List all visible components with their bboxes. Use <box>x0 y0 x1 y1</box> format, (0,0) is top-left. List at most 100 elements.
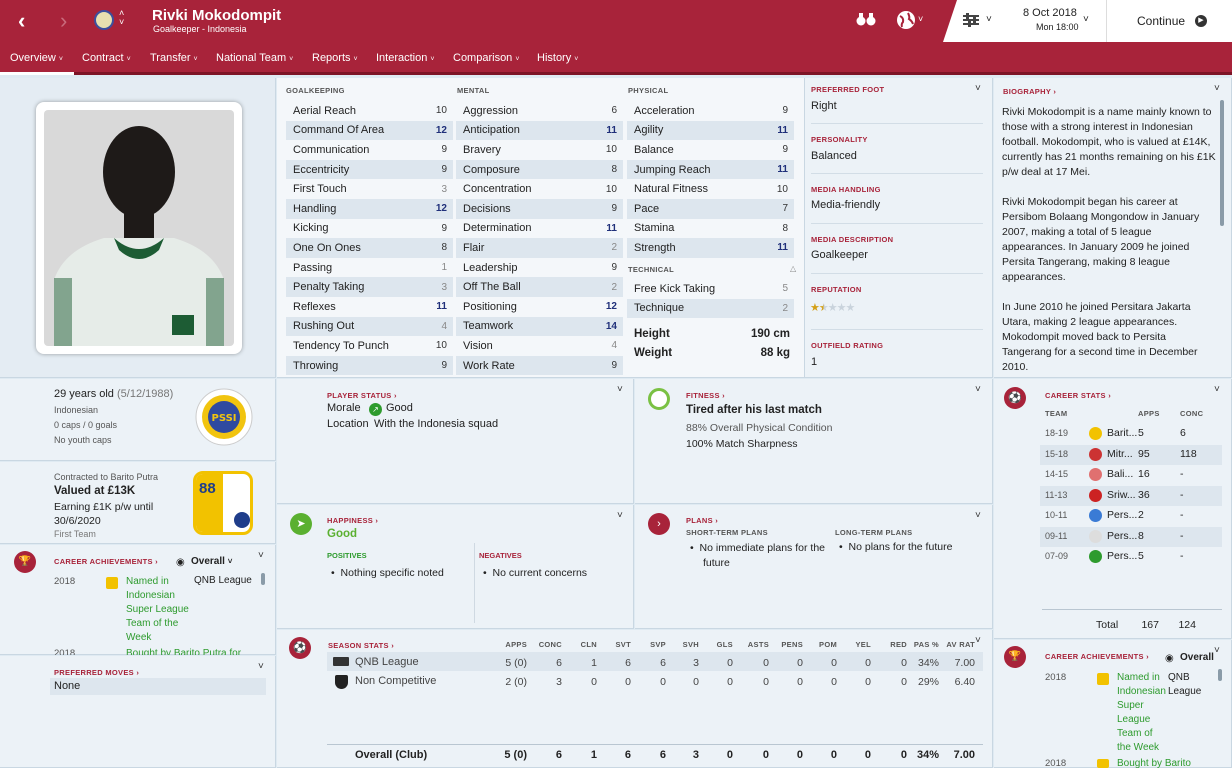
career-team[interactable]: Pers... <box>1107 509 1138 521</box>
attribute-row[interactable]: Rushing Out 4 <box>286 316 453 337</box>
contracted-club[interactable]: Contracted to Barito Putra <box>54 472 159 482</box>
attribute-row[interactable]: Stamina 8 <box>627 219 794 239</box>
attribute-row[interactable]: Pace 7 <box>627 199 794 219</box>
attribute-row[interactable]: Vision 4 <box>456 336 623 356</box>
career-team[interactable]: Mitr... <box>1107 447 1133 460</box>
competition-name[interactable]: QNB League <box>355 656 419 668</box>
career-achievements-heading[interactable]: CAREER ACHIEVEMENTS › <box>1045 652 1149 661</box>
attribute-row[interactable]: Positioning 12 <box>456 297 623 317</box>
attribute-row[interactable]: Reflexes 11 <box>286 297 453 317</box>
chevron-down-icon[interactable]: ˅ <box>617 384 623 395</box>
career-team[interactable]: Bali... <box>1107 468 1134 480</box>
attribute-row[interactable]: Kicking 9 <box>286 219 453 239</box>
attribute-row[interactable]: Free Kick Taking 5 <box>627 279 794 299</box>
plans-heading[interactable]: PLANS › <box>686 516 719 525</box>
fitness-heading[interactable]: FITNESS › <box>686 391 725 400</box>
tab-comparison[interactable]: Comparison ˅ <box>453 52 520 64</box>
tab-interaction[interactable]: Interaction ˅ <box>376 52 435 64</box>
filter-dropdown[interactable]: Overall ˅ <box>191 556 233 567</box>
happiness-heading[interactable]: HAPPINESS › <box>327 516 379 525</box>
chevron-down-icon[interactable]: ˅ <box>975 384 981 395</box>
competition-name[interactable]: Non Competitive <box>355 675 437 687</box>
filter-dropdown[interactable]: Overall <box>1180 652 1214 663</box>
globe-icon[interactable] <box>896 10 916 33</box>
chevron-down-icon[interactable]: ˅ <box>1214 645 1220 656</box>
attribute-row[interactable]: Acceleration 9 <box>627 101 794 121</box>
biography-heading[interactable]: BIOGRAPHY › <box>1003 87 1057 96</box>
preferred-moves-heading[interactable]: PREFERRED MOVES › <box>54 668 140 677</box>
chevron-down-icon[interactable]: ˅ <box>918 14 924 24</box>
attribute-row[interactable]: Tendency To Punch 10 <box>286 336 453 356</box>
chevron-down-icon[interactable]: ˅ <box>986 14 992 25</box>
chevron-down-icon[interactable]: ˅ <box>258 661 264 672</box>
attribute-row[interactable]: Jumping Reach 11 <box>627 159 794 180</box>
stat-column-header[interactable]: CLN <box>580 640 597 649</box>
club-badge-icon[interactable]: 88 <box>193 471 253 535</box>
attribute-row[interactable]: Balance 9 <box>627 140 794 160</box>
stat-column-header[interactable]: SVT <box>615 640 631 649</box>
stat-column-header[interactable]: PAS % <box>913 640 939 649</box>
attribute-row[interactable]: Flair 2 <box>456 238 623 258</box>
stat-column-header[interactable]: PENS <box>781 640 803 649</box>
stat-column-header[interactable]: RED <box>890 640 907 649</box>
settings-sliders-icon[interactable] <box>963 13 979 30</box>
tab-overview[interactable]: Overview ˅ <box>10 52 63 64</box>
chevron-down-icon[interactable]: ˅ <box>258 550 264 561</box>
chevron-down-icon[interactable]: ˅ <box>975 510 981 521</box>
scrollbar[interactable] <box>1220 100 1224 226</box>
tab-reports[interactable]: Reports ˅ <box>312 52 358 64</box>
stat-column-header[interactable]: APPS <box>505 640 527 649</box>
attribute-row[interactable]: Decisions 9 <box>456 199 623 219</box>
tab-transfer[interactable]: Transfer ˅ <box>150 52 198 64</box>
attribute-row[interactable]: First Touch 3 <box>286 179 453 199</box>
career-row[interactable] <box>1040 526 1222 547</box>
stat-column-header[interactable]: ASTS <box>747 640 769 649</box>
attribute-row[interactable]: Communication 9 <box>286 140 453 160</box>
game-date[interactable]: 8 Oct 2018 <box>1023 7 1077 19</box>
career-stats-heading[interactable]: CAREER STATS › <box>1045 391 1112 400</box>
stat-column-header[interactable]: YEL <box>855 640 871 649</box>
tab-contract[interactable]: Contract ˅ <box>82 52 131 64</box>
scrollbar[interactable] <box>261 573 265 585</box>
attribute-row[interactable]: Technique 2 <box>627 298 794 319</box>
attribute-row[interactable]: Determination 11 <box>456 219 623 239</box>
attribute-row[interactable]: Passing 1 <box>286 258 453 278</box>
career-team[interactable]: Pers... <box>1107 550 1138 562</box>
attribute-row[interactable]: Bravery 10 <box>456 140 623 160</box>
attribute-row[interactable]: Eccentricity 9 <box>286 159 453 180</box>
tab-national-team[interactable]: National Team ˅ <box>216 52 294 64</box>
achievement-text[interactable]: Bought by Barito Putra for <box>126 648 242 655</box>
nation-badge-icon[interactable] <box>94 10 114 30</box>
chevron-down-icon[interactable]: ˅ <box>617 510 623 521</box>
player-status-heading[interactable]: PLAYER STATUS › <box>327 391 397 400</box>
attribute-row[interactable]: Natural Fitness 10 <box>627 179 794 199</box>
pssi-badge-icon[interactable]: PSSI <box>193 387 255 454</box>
attribute-row[interactable]: Throwing 9 <box>286 355 453 376</box>
achievement-text[interactable]: Bought by Barito <box>1117 758 1191 768</box>
attribute-row[interactable]: Strength 11 <box>627 238 794 258</box>
career-row[interactable] <box>1040 444 1222 465</box>
chevron-down-icon[interactable]: ˅ <box>1214 384 1220 395</box>
attribute-row[interactable]: Work Rate 9 <box>456 355 623 376</box>
achievement-text[interactable]: Named in Indonesian Super League Team of… <box>1117 672 1166 753</box>
career-achievements-heading[interactable]: CAREER ACHIEVEMENTS › <box>54 557 158 566</box>
attribute-row[interactable]: Handling 12 <box>286 199 453 219</box>
stat-column-header[interactable]: SVH <box>682 640 699 649</box>
attribute-row[interactable]: Concentration 10 <box>456 179 623 199</box>
continue-button[interactable]: Continue ▶ <box>1107 0 1232 42</box>
chevron-down-icon[interactable]: ˅ <box>975 83 981 94</box>
career-row[interactable] <box>1040 485 1222 506</box>
attribute-row[interactable]: Composure 8 <box>456 159 623 180</box>
career-team[interactable]: Sriw... <box>1107 488 1136 501</box>
attribute-row[interactable]: Agility 11 <box>627 120 794 141</box>
achievement-text[interactable]: Named in Indonesian Super League Team of… <box>126 576 189 643</box>
attribute-row[interactable]: One On Ones 8 <box>286 238 453 258</box>
scrollbar[interactable] <box>1218 669 1222 681</box>
attribute-row[interactable]: Aggression 6 <box>456 101 623 121</box>
forward-arrow-icon[interactable]: › <box>60 8 68 33</box>
stat-column-header[interactable]: AV RAT <box>946 640 975 649</box>
chevron-down-icon[interactable]: ˅ <box>1083 14 1089 25</box>
career-team[interactable]: Pers... <box>1107 529 1138 542</box>
chevron-down-icon[interactable]: ˅ <box>975 635 981 646</box>
attribute-row[interactable]: Teamwork 14 <box>456 316 623 337</box>
